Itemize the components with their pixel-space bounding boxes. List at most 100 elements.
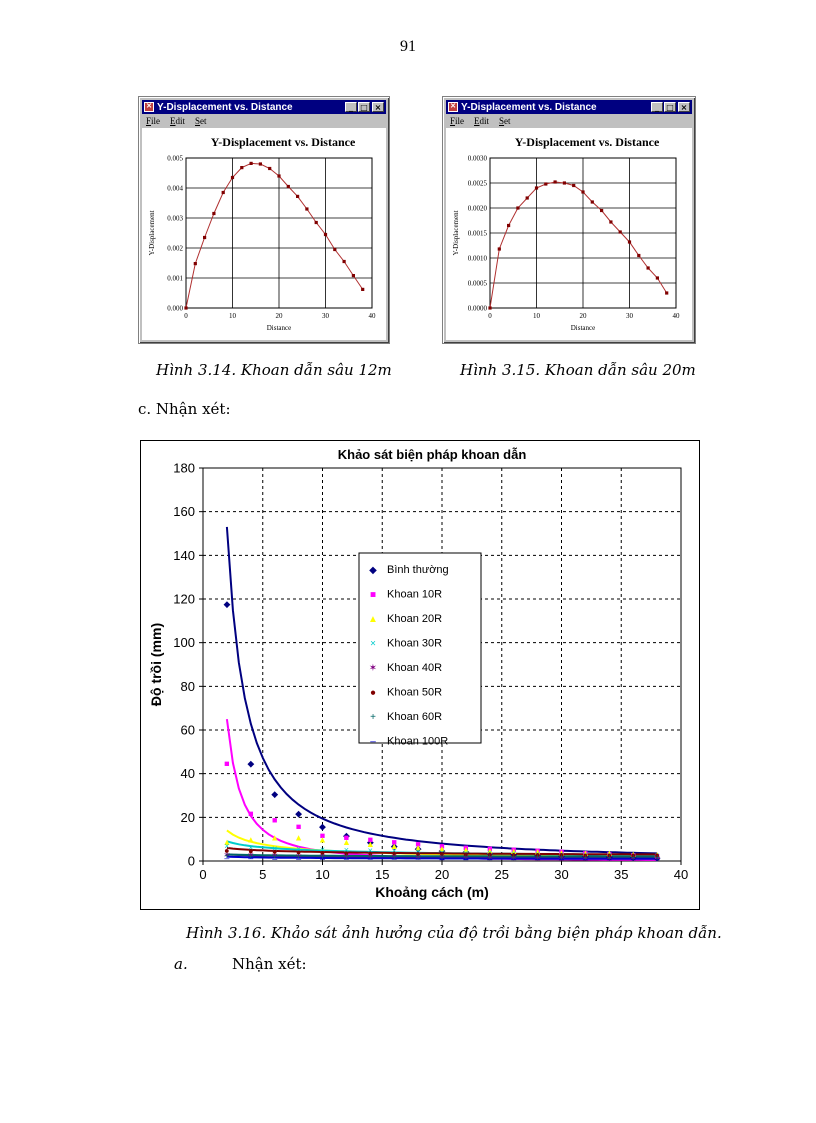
menu-file[interactable]: File: [450, 116, 465, 126]
plot-area: Y-Displacement vs. Distance 0 10 20 30 40 0.00…: [446, 128, 692, 340]
page-number: 91: [400, 38, 416, 55]
data-point: ●: [320, 848, 325, 858]
x-tick-label: 30: [322, 312, 330, 320]
data-point: ×: [248, 842, 253, 852]
maximize-icon[interactable]: □: [358, 102, 370, 112]
y-tick-label: 0.003: [167, 215, 183, 223]
displacement-chart-2: Y-Displacement vs. Distance 0 10 20 30 40 0.00…: [452, 135, 680, 332]
legend-label: Khoan 60R: [387, 711, 442, 723]
data-point: ●: [415, 848, 420, 858]
data-point: ■: [583, 848, 588, 858]
y-tick-label: 0.0025: [468, 180, 488, 188]
menu-edit[interactable]: Edit: [474, 116, 490, 126]
close-icon[interactable]: ×: [372, 102, 384, 112]
survey-chart: Khảo sát biện pháp khoan dẫn 0 5 10 15 20 25 30…: [148, 447, 688, 900]
data-point: ◆: [630, 852, 637, 862]
x-tick-label: 20: [276, 312, 284, 320]
app-icon: ✕: [144, 102, 154, 112]
y-tick-label: 40: [181, 766, 195, 781]
y-tick-label: 0.0015: [468, 230, 488, 238]
data-point: ▲: [485, 846, 494, 856]
data-point: [203, 235, 207, 240]
data-point: ●: [463, 849, 468, 859]
data-point: [600, 208, 604, 213]
data-point: +: [607, 852, 612, 862]
y-tick-label: 0.000: [167, 305, 183, 313]
data-point: ×: [583, 850, 588, 860]
minimize-icon[interactable]: _: [651, 102, 663, 112]
minimize-icon[interactable]: _: [345, 102, 357, 112]
window-titlebar[interactable]: ✕ Y-Displacement vs. Distance _ □ ×: [142, 100, 386, 114]
x-tick-label: 20: [580, 312, 588, 320]
y-tick-label: 180: [173, 461, 195, 476]
data-point: ×: [559, 850, 564, 860]
data-point: [305, 207, 309, 211]
data-point: ▲: [629, 849, 638, 859]
series-line: [489, 181, 668, 309]
menu-edit[interactable]: Edit: [170, 116, 186, 126]
data-point: ◆: [654, 853, 661, 863]
data-point: [268, 166, 272, 171]
displacement-chart-1: Y-Displacement vs. Distance 0 10 20 30 40 0.00…: [148, 135, 376, 332]
data-point: +: [487, 852, 492, 862]
menu-set[interactable]: Set: [195, 116, 207, 126]
legend-label: Khoan 10R: [387, 589, 442, 601]
menu-set[interactable]: Set: [499, 116, 511, 126]
series-line: [185, 162, 364, 309]
data-point: ▲: [294, 832, 303, 842]
data-point: ●: [583, 850, 588, 860]
data-point: ✶: [486, 852, 494, 862]
data-point: –: [416, 854, 421, 864]
y-tick-label: 0.0000: [468, 305, 488, 313]
data-point: ●: [511, 849, 516, 859]
window-titlebar[interactable]: ✕ Y-Displacement vs. Distance _ □ ×: [446, 100, 692, 114]
menu-file[interactable]: File: [146, 116, 161, 126]
y-tick-label: 80: [181, 679, 195, 694]
data-point: ◆: [415, 843, 422, 853]
data-point: +: [415, 852, 420, 862]
data-point: ■: [487, 843, 492, 853]
trend-line: [225, 526, 658, 855]
chart-title: Y-Displacement vs. Distance: [515, 135, 660, 149]
data-point: –: [224, 853, 229, 863]
legend-marker: ✶: [369, 663, 377, 674]
legend-marker: –: [370, 737, 376, 748]
data-point: ■: [272, 815, 277, 825]
data-point: [525, 196, 529, 200]
data-point: ×: [344, 845, 349, 855]
data-point: –: [344, 854, 349, 864]
window-title: Y-Displacement vs. Distance: [461, 101, 597, 113]
y-tick-label: 0.0020: [468, 205, 488, 213]
maximize-icon[interactable]: □: [664, 102, 676, 112]
legend-label: Khoan 50R: [387, 687, 442, 699]
data-point: ■: [296, 822, 301, 832]
data-point: [581, 190, 585, 194]
data-point: [488, 306, 492, 310]
legend-marker: ×: [370, 639, 376, 650]
data-point: ▲: [581, 848, 590, 858]
close-icon[interactable]: ×: [678, 102, 690, 112]
data-point: ✶: [462, 852, 470, 862]
data-point: ●: [344, 848, 349, 858]
data-point: ✶: [438, 852, 446, 862]
data-point: ✶: [558, 853, 566, 863]
data-point: ■: [535, 846, 540, 856]
data-point: [572, 183, 576, 188]
data-point: ■: [439, 841, 444, 851]
data-point: ●: [248, 846, 253, 856]
y-tick-label: 0.002: [167, 245, 183, 253]
data-point: [562, 181, 566, 185]
x-axis-label: Khoảng cách (m): [375, 884, 489, 900]
data-point: ×: [392, 846, 397, 856]
data-point: ✶: [534, 853, 542, 863]
data-point: ×: [487, 848, 492, 858]
data-point: –: [296, 853, 301, 863]
data-point: ■: [224, 758, 229, 768]
data-point: ●: [296, 847, 301, 857]
data-point: ◆: [558, 850, 565, 860]
x-tick-label: 20: [435, 867, 449, 882]
data-point: ✶: [629, 853, 637, 863]
x-tick-label: 15: [375, 867, 389, 882]
data-point: ▲: [509, 846, 518, 856]
data-point: –: [392, 854, 397, 864]
